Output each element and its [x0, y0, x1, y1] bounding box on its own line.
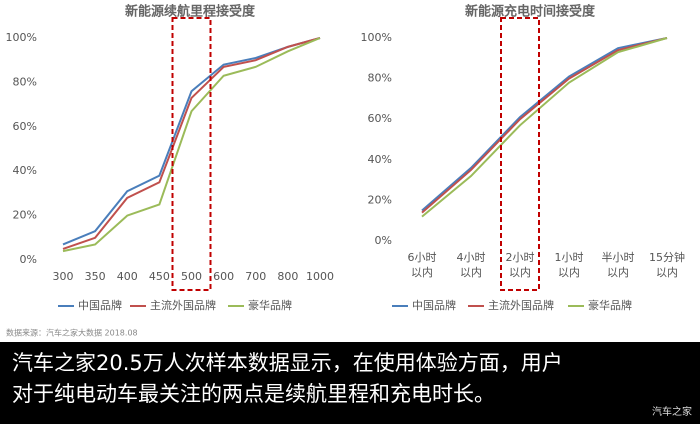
caption-line: 汽车之家20.5万人次样本数据显示，在使用体验方面，用户	[12, 351, 563, 375]
y-tick-label: 100%	[6, 31, 37, 44]
x-tick-label: 350	[85, 270, 106, 283]
series-line	[62, 37, 321, 246]
x-tick-label: 450	[149, 270, 170, 283]
y-tick-label: 80%	[13, 75, 37, 88]
x-tick-label: 4小时以内	[457, 251, 486, 279]
y-tick-label: 0%	[20, 253, 37, 266]
highlight-box	[171, 17, 212, 291]
y-tick-label: 20%	[368, 193, 392, 206]
y-tick-label: 0%	[375, 234, 392, 247]
x-tick-label: 500	[181, 270, 202, 283]
y-tick-label: 60%	[368, 112, 392, 125]
legend-label: 中国品牌	[412, 298, 456, 312]
caption-band	[0, 342, 700, 424]
x-tick-label: 700	[245, 270, 266, 283]
y-tick-label: 40%	[13, 164, 37, 177]
series-line	[421, 37, 668, 218]
chart-title: 新能源续航里程接受度	[125, 4, 256, 20]
x-tick-label: 1000	[306, 270, 334, 283]
legend-label: 豪华品牌	[248, 298, 292, 312]
chart-title: 新能源充电时间接受度	[465, 4, 596, 20]
legend-label: 中国品牌	[78, 298, 122, 312]
legend-label: 豪华品牌	[588, 298, 632, 312]
x-tick-label: 半小时以内	[602, 250, 635, 279]
x-tick-label: 15分钟以内	[649, 250, 685, 279]
x-tick-label: 6小时以内	[408, 251, 437, 279]
x-tick-label: 2小时以内	[506, 251, 535, 279]
series-line	[62, 37, 321, 253]
y-tick-label: 100%	[361, 31, 392, 44]
x-tick-label: 1小时以内	[555, 251, 584, 279]
y-tick-label: 20%	[13, 209, 37, 222]
y-tick-label: 80%	[368, 72, 392, 85]
watermark: 汽车之家	[652, 405, 692, 418]
y-tick-label: 40%	[368, 153, 392, 166]
highlight-box	[500, 17, 540, 291]
x-tick-label: 300	[53, 270, 74, 283]
x-tick-label: 600	[213, 270, 234, 283]
caption-line: 对于纯电动车最关注的两点是续航里程和充电时长。	[12, 382, 495, 406]
legend-label: 主流外国品牌	[488, 298, 554, 312]
series-line	[62, 37, 321, 250]
x-tick-label: 400	[117, 270, 138, 283]
source: 数据来源：汽车之家大数据 2018.08	[6, 328, 138, 338]
series-line	[421, 37, 668, 214]
x-tick-label: 800	[277, 270, 298, 283]
series-line	[421, 37, 668, 212]
y-tick-label: 60%	[13, 120, 37, 133]
legend-label: 主流外国品牌	[150, 298, 216, 312]
